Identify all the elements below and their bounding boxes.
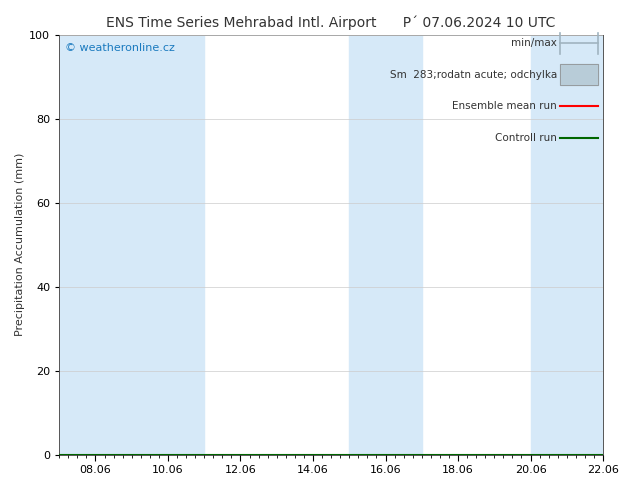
- Text: Controll run: Controll run: [495, 133, 557, 143]
- Y-axis label: Precipitation Accumulation (mm): Precipitation Accumulation (mm): [15, 153, 25, 337]
- Text: Ensemble mean run: Ensemble mean run: [452, 101, 557, 111]
- Title: ENS Time Series Mehrabad Intl. Airport      P´ 07.06.2024 10 UTC: ENS Time Series Mehrabad Intl. Airport P…: [107, 15, 556, 29]
- Bar: [560, 64, 598, 85]
- Bar: [59, 35, 132, 455]
- Text: min/max: min/max: [511, 38, 557, 48]
- Bar: [531, 35, 603, 455]
- Text: Sm  283;rodatn acute; odchylka: Sm 283;rodatn acute; odchylka: [389, 70, 557, 80]
- Bar: [132, 35, 204, 455]
- Bar: [560, 64, 598, 85]
- Text: © weatheronline.cz: © weatheronline.cz: [65, 43, 174, 53]
- Bar: [349, 35, 422, 455]
